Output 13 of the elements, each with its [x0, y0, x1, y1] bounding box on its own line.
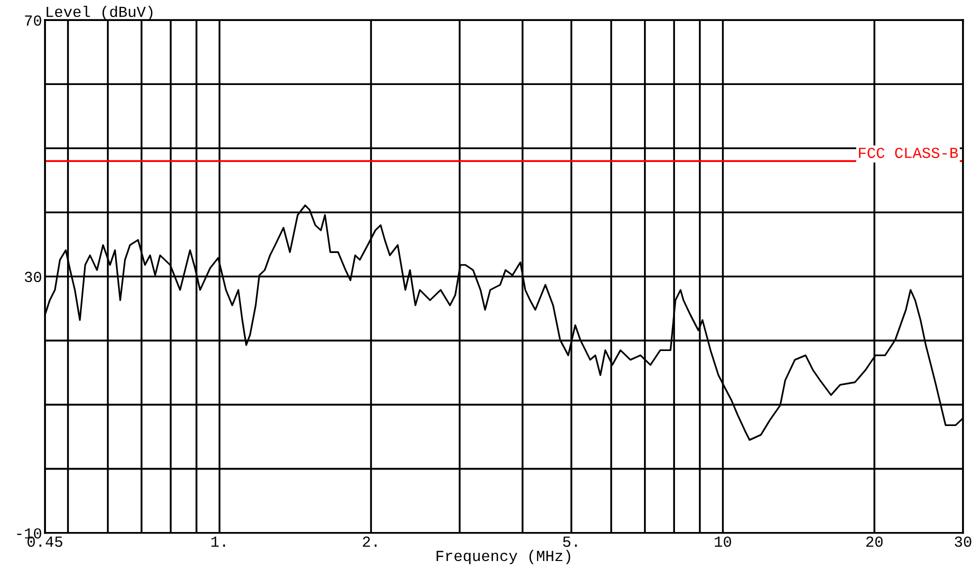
x-tick-label: 30 [954, 536, 972, 547]
x-tick-label: 20 [866, 536, 883, 547]
y-tick-label: 30 [24, 272, 42, 282]
y-tick-label: 70 [25, 15, 42, 26]
y-axis-title: Level (dBuV) [46, 6, 152, 20]
y-tick-label: -10 [17, 528, 42, 539]
x-tick-label: 1. [211, 536, 225, 547]
x-tick-label: 10 [714, 536, 732, 547]
x-tick-label: 0.45 [28, 536, 62, 547]
x-axis-title: Frequency (MHz) [436, 550, 570, 564]
x-tick-label: 5. [563, 536, 577, 547]
x-tick-label: 2. [362, 536, 376, 547]
ref-line-label: FCC CLASS-B [859, 148, 958, 158]
